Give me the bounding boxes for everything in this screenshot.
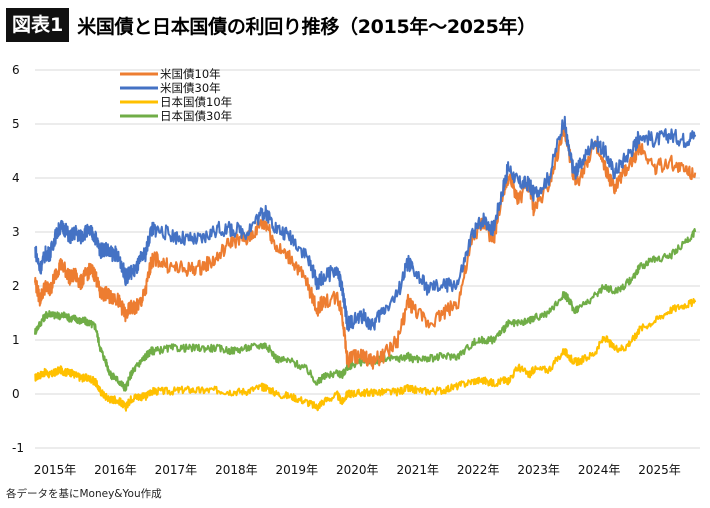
legend-label-us10: 米国債10年 <box>160 67 221 81</box>
y-tick-label: 4 <box>12 171 20 185</box>
y-tick-label: 0 <box>12 387 20 401</box>
x-tick-label: 2019年 <box>276 463 319 477</box>
x-tick-label: 2025年 <box>638 463 681 477</box>
series-line-jp30 <box>34 228 697 392</box>
series-line-us10 <box>34 124 697 370</box>
y-axis-ticks: -1 0 1 2 3 4 5 6 <box>12 63 24 455</box>
x-tick-label: 2024年 <box>578 463 621 477</box>
y-tick-label: 1 <box>12 333 20 347</box>
y-tick-label: 3 <box>12 225 20 239</box>
chart-title: 米国債と日本国債の利回り推移（2015年〜2025年） <box>77 15 536 38</box>
title-row: 図表1 米国債と日本国債の利回り推移（2015年〜2025年） <box>6 6 536 44</box>
gridlines <box>35 69 700 449</box>
x-tick-label: 2018年 <box>215 463 258 477</box>
series-line-jp10 <box>34 298 697 412</box>
x-tick-label: 2020年 <box>336 463 379 477</box>
legend-label-us30: 米国債30年 <box>160 81 221 95</box>
series-line-us30 <box>34 115 697 332</box>
y-tick-label: 5 <box>12 117 20 131</box>
source-note: 各データを基にMoney&You作成 <box>6 488 162 500</box>
y-tick-label: -1 <box>12 441 24 455</box>
x-axis-ticks: 2015年 2016年 2017年 2018年 2019年 2020年 2021年 2022年… <box>34 463 681 477</box>
x-tick-label: 2016年 <box>94 463 137 477</box>
x-tick-label: 2022年 <box>457 463 500 477</box>
x-tick-label: 2017年 <box>155 463 198 477</box>
legend-label-jp10: 日本国債10年 <box>160 95 232 109</box>
x-tick-label: 2021年 <box>396 463 439 477</box>
x-tick-label: 2015年 <box>34 463 77 477</box>
x-tick-label: 2023年 <box>517 463 560 477</box>
y-tick-label: 6 <box>12 63 20 77</box>
y-tick-label: 2 <box>12 279 20 293</box>
series-lines <box>34 115 697 412</box>
figure-tag: 図表1 <box>6 8 70 42</box>
legend-label-jp30: 日本国債30年 <box>160 109 232 123</box>
